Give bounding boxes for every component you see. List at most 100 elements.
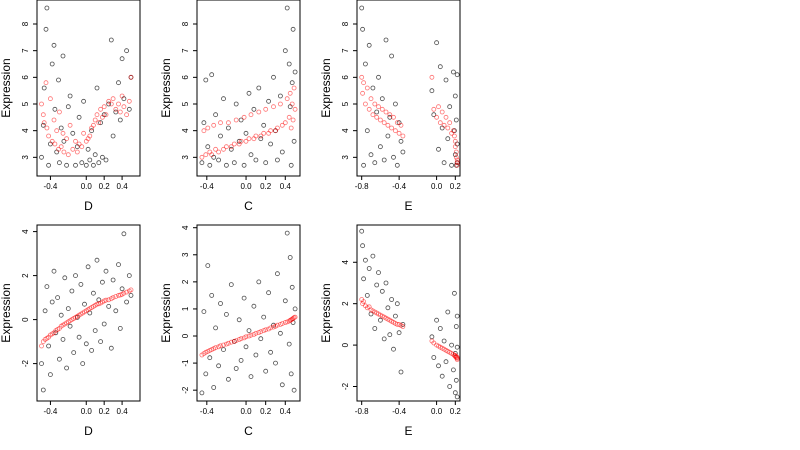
data-point [453, 377, 459, 383]
x-axis-label: D [84, 199, 93, 213]
data-point [396, 130, 402, 136]
data-point [454, 344, 460, 350]
data-point [248, 374, 254, 380]
data-point [246, 136, 252, 142]
data-point [113, 109, 119, 115]
data-point [271, 104, 276, 110]
y-axis-label: Expression [319, 58, 333, 117]
x-tick-label: 0.0 [240, 182, 252, 191]
data-point [289, 80, 295, 86]
y-tick-label: -2 [21, 359, 30, 367]
x-tick-label: 0.2 [450, 407, 462, 416]
y-tick-label: 1 [181, 306, 190, 311]
y-tick-label: 5 [21, 101, 30, 106]
data-point [381, 157, 387, 163]
data-point [261, 314, 267, 320]
data-point [221, 146, 226, 152]
data-point [113, 106, 119, 112]
data-point [379, 106, 385, 112]
y-tick-label: 3 [21, 155, 30, 160]
data-point [277, 93, 283, 99]
data-point [449, 342, 455, 348]
data-point [364, 128, 370, 134]
data-point [454, 357, 460, 363]
data-point [233, 366, 239, 371]
data-point [119, 56, 125, 62]
data-point [268, 325, 274, 331]
data-point [359, 74, 365, 80]
data-point [243, 344, 249, 350]
data-point [51, 268, 57, 274]
data-point [359, 5, 365, 11]
data-point [263, 160, 269, 166]
data-point [211, 385, 217, 390]
data-point [454, 355, 460, 360]
data-point [447, 120, 453, 126]
data-point [256, 85, 262, 91]
x-tick-label: 0.2 [450, 182, 462, 191]
data-point [391, 346, 396, 352]
data-point [82, 301, 87, 307]
series-black-points [39, 231, 134, 393]
plot-frame [36, 224, 141, 402]
data-point [253, 157, 259, 163]
data-point [383, 280, 389, 286]
data-point [453, 324, 459, 329]
data-point [128, 287, 134, 293]
data-point [434, 114, 440, 120]
data-point [60, 53, 66, 59]
data-point [437, 326, 443, 331]
y-axis-label: Expression [0, 283, 13, 342]
data-point [116, 262, 121, 268]
data-point [454, 162, 460, 168]
data-point [274, 157, 280, 163]
data-point [279, 149, 285, 155]
data-point [261, 130, 267, 136]
scatter-panel-3: -0.8 -0.4 0.0 0.2 E 3 4 5 6 7 8 Expression [319, 0, 461, 213]
data-point [65, 152, 71, 158]
data-point [286, 341, 292, 347]
data-point [389, 125, 395, 131]
data-point [449, 162, 455, 168]
x-axis-label: D [84, 424, 93, 438]
data-point [238, 138, 244, 144]
x-tick-label: 0.2 [260, 407, 272, 416]
x-tick-label: -0.4 [392, 407, 406, 416]
data-point [243, 130, 249, 136]
data-point [392, 313, 398, 319]
data-point [266, 290, 272, 296]
y-tick-label: 8 [341, 21, 350, 26]
data-point [268, 128, 274, 134]
data-point [374, 109, 380, 115]
y-axis-label: Expression [159, 283, 173, 342]
data-point [78, 281, 84, 287]
data-point [236, 317, 242, 323]
data-point [385, 133, 391, 139]
data-point [228, 282, 234, 288]
x-tick-label: 0.0 [431, 407, 443, 416]
data-point [221, 342, 226, 348]
data-point [439, 109, 445, 115]
data-point [43, 80, 49, 86]
data-point [385, 305, 391, 311]
data-point [436, 104, 441, 110]
data-point [396, 330, 402, 336]
data-point [213, 345, 219, 351]
data-point [236, 138, 242, 144]
data-point [124, 112, 129, 118]
data-point [106, 303, 112, 309]
data-point [46, 133, 51, 139]
data-point [91, 162, 96, 168]
data-point [44, 125, 50, 131]
data-point [199, 154, 205, 160]
data-point [233, 338, 239, 344]
data-point [108, 345, 114, 351]
data-point [225, 340, 231, 346]
data-point [228, 144, 234, 150]
data-point [203, 152, 209, 158]
y-tick-label: 2 [341, 301, 350, 306]
data-point [117, 117, 123, 123]
plot-frame [356, 224, 461, 402]
data-point [98, 339, 103, 345]
